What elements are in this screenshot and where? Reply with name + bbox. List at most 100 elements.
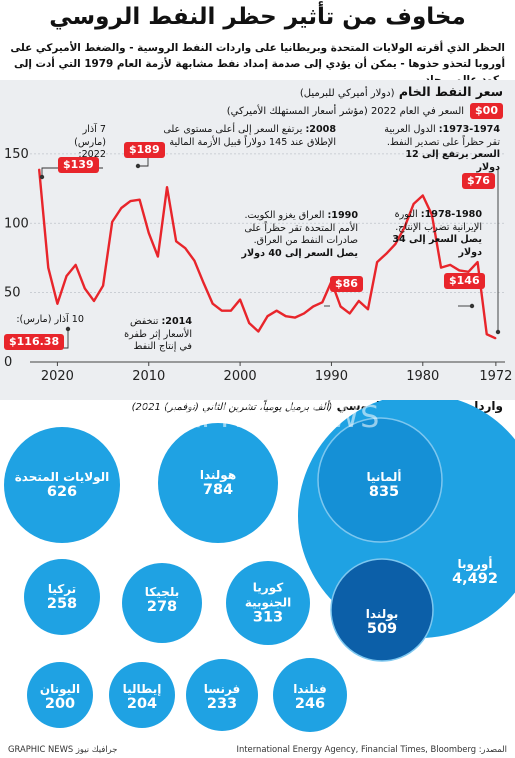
price-point [385, 253, 387, 255]
bubble-country-name: هولندا [199, 468, 237, 482]
price-point [212, 303, 214, 305]
bubble-country-name: إيطاليا [122, 682, 162, 696]
legend-label: السعر في العام 2022 (مؤشر أسعار المستهلك… [226, 105, 465, 117]
annotation-2008: 2008: يرتفع السعر إلى أعلى مستوى على الإ… [163, 124, 336, 148]
bubble-label-4: بلجيكا 278 [145, 585, 179, 615]
bubble-label-europe: أوروبا 4,492 [452, 557, 498, 587]
annotation-2022-title: 7 آذار (مارس) 2022: [74, 124, 106, 160]
price-point [47, 267, 49, 269]
bubble-label-6: اليونان 200 [40, 682, 80, 712]
price-point [148, 232, 150, 234]
price-point [413, 203, 415, 205]
price-point [312, 305, 314, 308]
bubble-country-value: 278 [146, 599, 178, 615]
bubble-label-9: فنلندا 246 [293, 682, 327, 712]
price-point [157, 255, 159, 258]
bubble-country-name: الولايات المتحدة [14, 470, 110, 484]
bubble-country-value: 204 [126, 696, 158, 712]
bubble-country-name: اليونان [39, 682, 81, 696]
annotation-2014: 2014: تنخفض الأسعار إثر طفرة في إنتاج ال… [124, 316, 192, 352]
bubble-label-1: هولندا 784 [200, 468, 236, 498]
bubble-country-value: 835 [368, 484, 400, 500]
source-text: المصدر: International Energy Agency, Fin… [236, 744, 508, 754]
bubble-poland [330, 558, 434, 662]
price-point [75, 264, 77, 266]
price-point [358, 300, 360, 302]
price-point [449, 264, 451, 266]
price-point [193, 260, 196, 262]
bubble-country-value: 258 [46, 596, 78, 612]
price-point [65, 275, 68, 277]
bubble-country-5 [226, 561, 310, 645]
price-point [276, 310, 278, 312]
price-point [321, 301, 323, 303]
bubble-country-6 [27, 662, 93, 728]
bubble-country-value: 200 [44, 696, 76, 712]
europe-name: أوروبا [457, 557, 493, 571]
annotation-1979-badge: $146 [444, 273, 485, 289]
price-point [431, 214, 433, 216]
x-tick-label: 2000 [224, 369, 257, 384]
price-point [166, 186, 168, 188]
price-point [440, 267, 442, 269]
bubble-country-4 [122, 563, 202, 643]
bubble-country-value: 246 [294, 696, 326, 712]
price-point [486, 333, 488, 335]
y-tick-label: 50 [4, 286, 21, 301]
price-point [84, 287, 86, 290]
price-point [303, 312, 305, 315]
price-point [239, 298, 241, 301]
page-subtitle: الحظر الذي أقرته الولايات المتحدة وبريطا… [10, 42, 505, 86]
leader-dot-2 [135, 163, 141, 169]
annotation-1990-badge: $86 [330, 276, 363, 292]
price-point [129, 200, 132, 202]
price-point [93, 300, 95, 302]
price-point [221, 310, 223, 312]
x-tick-label: 1980 [406, 369, 439, 384]
price-point [394, 243, 396, 245]
price-point [467, 271, 470, 273]
bubble-country-name: كوريا الجنوبية [244, 580, 292, 610]
leader-dot-3 [469, 303, 475, 309]
annotation-10march-title: 10 آذار (مارس): [16, 314, 84, 325]
annotation-2008-badge: $189 [124, 142, 165, 158]
price-point [248, 322, 250, 324]
bubble-germany [317, 417, 443, 543]
bubble-label-2: ألمانيا 835 [366, 470, 401, 500]
price-point [285, 315, 287, 317]
price-point [111, 221, 113, 223]
bubble-country-9 [273, 658, 347, 732]
bubble-country-name: تركيا [47, 582, 77, 596]
poland-name: بولندا [365, 607, 399, 621]
annotation-1979: 1978-1980: الثورة الإيرانية تضرب الإنتاج… [392, 209, 482, 258]
bubble-country-0 [4, 427, 120, 543]
price-point [266, 315, 269, 317]
annotation-1990: 1990: العراق يغزو الكويت. الأمم المتحدة … [241, 210, 358, 259]
bubble-label-0: الولايات المتحدة 626 [15, 470, 110, 500]
page-title: مخاوف من تأثير حظر النفط الروسي [49, 4, 466, 30]
price-point [230, 310, 232, 312]
credit-text: GRAPHIC NEWS جرافيك نيوز [8, 744, 118, 754]
y-tick-label: 150 [4, 147, 29, 162]
bubble-country-8 [186, 659, 258, 731]
bubble-country-1 [158, 423, 278, 543]
price-point [476, 261, 479, 263]
bubble-label-5: كوريا الجنوبية 313 [233, 581, 303, 626]
bubble-label-8: فرنسا 233 [204, 682, 241, 712]
price-point [56, 303, 59, 305]
bubble-country-name: فرنسا [203, 682, 241, 696]
bubble-label-3: تركيا 258 [47, 582, 77, 612]
price-point [120, 207, 122, 209]
annotation-2022-badge: $139 [58, 157, 99, 173]
poland-value: 509 [366, 621, 398, 637]
bubble-label-poland: بولندا 509 [366, 607, 398, 637]
bubble-country-7 [109, 662, 175, 728]
price-point [175, 240, 177, 242]
price-point [349, 312, 351, 315]
x-tick-label: 1972 [479, 369, 512, 384]
y-tick-label: 100 [4, 216, 29, 231]
bubble-country-value: 784 [202, 482, 234, 498]
price-point [202, 282, 205, 284]
annotation-1973: 1973-1974: الدول العربية تقر حظراً على ت… [384, 124, 500, 173]
bubble-country-value: 626 [46, 484, 78, 500]
